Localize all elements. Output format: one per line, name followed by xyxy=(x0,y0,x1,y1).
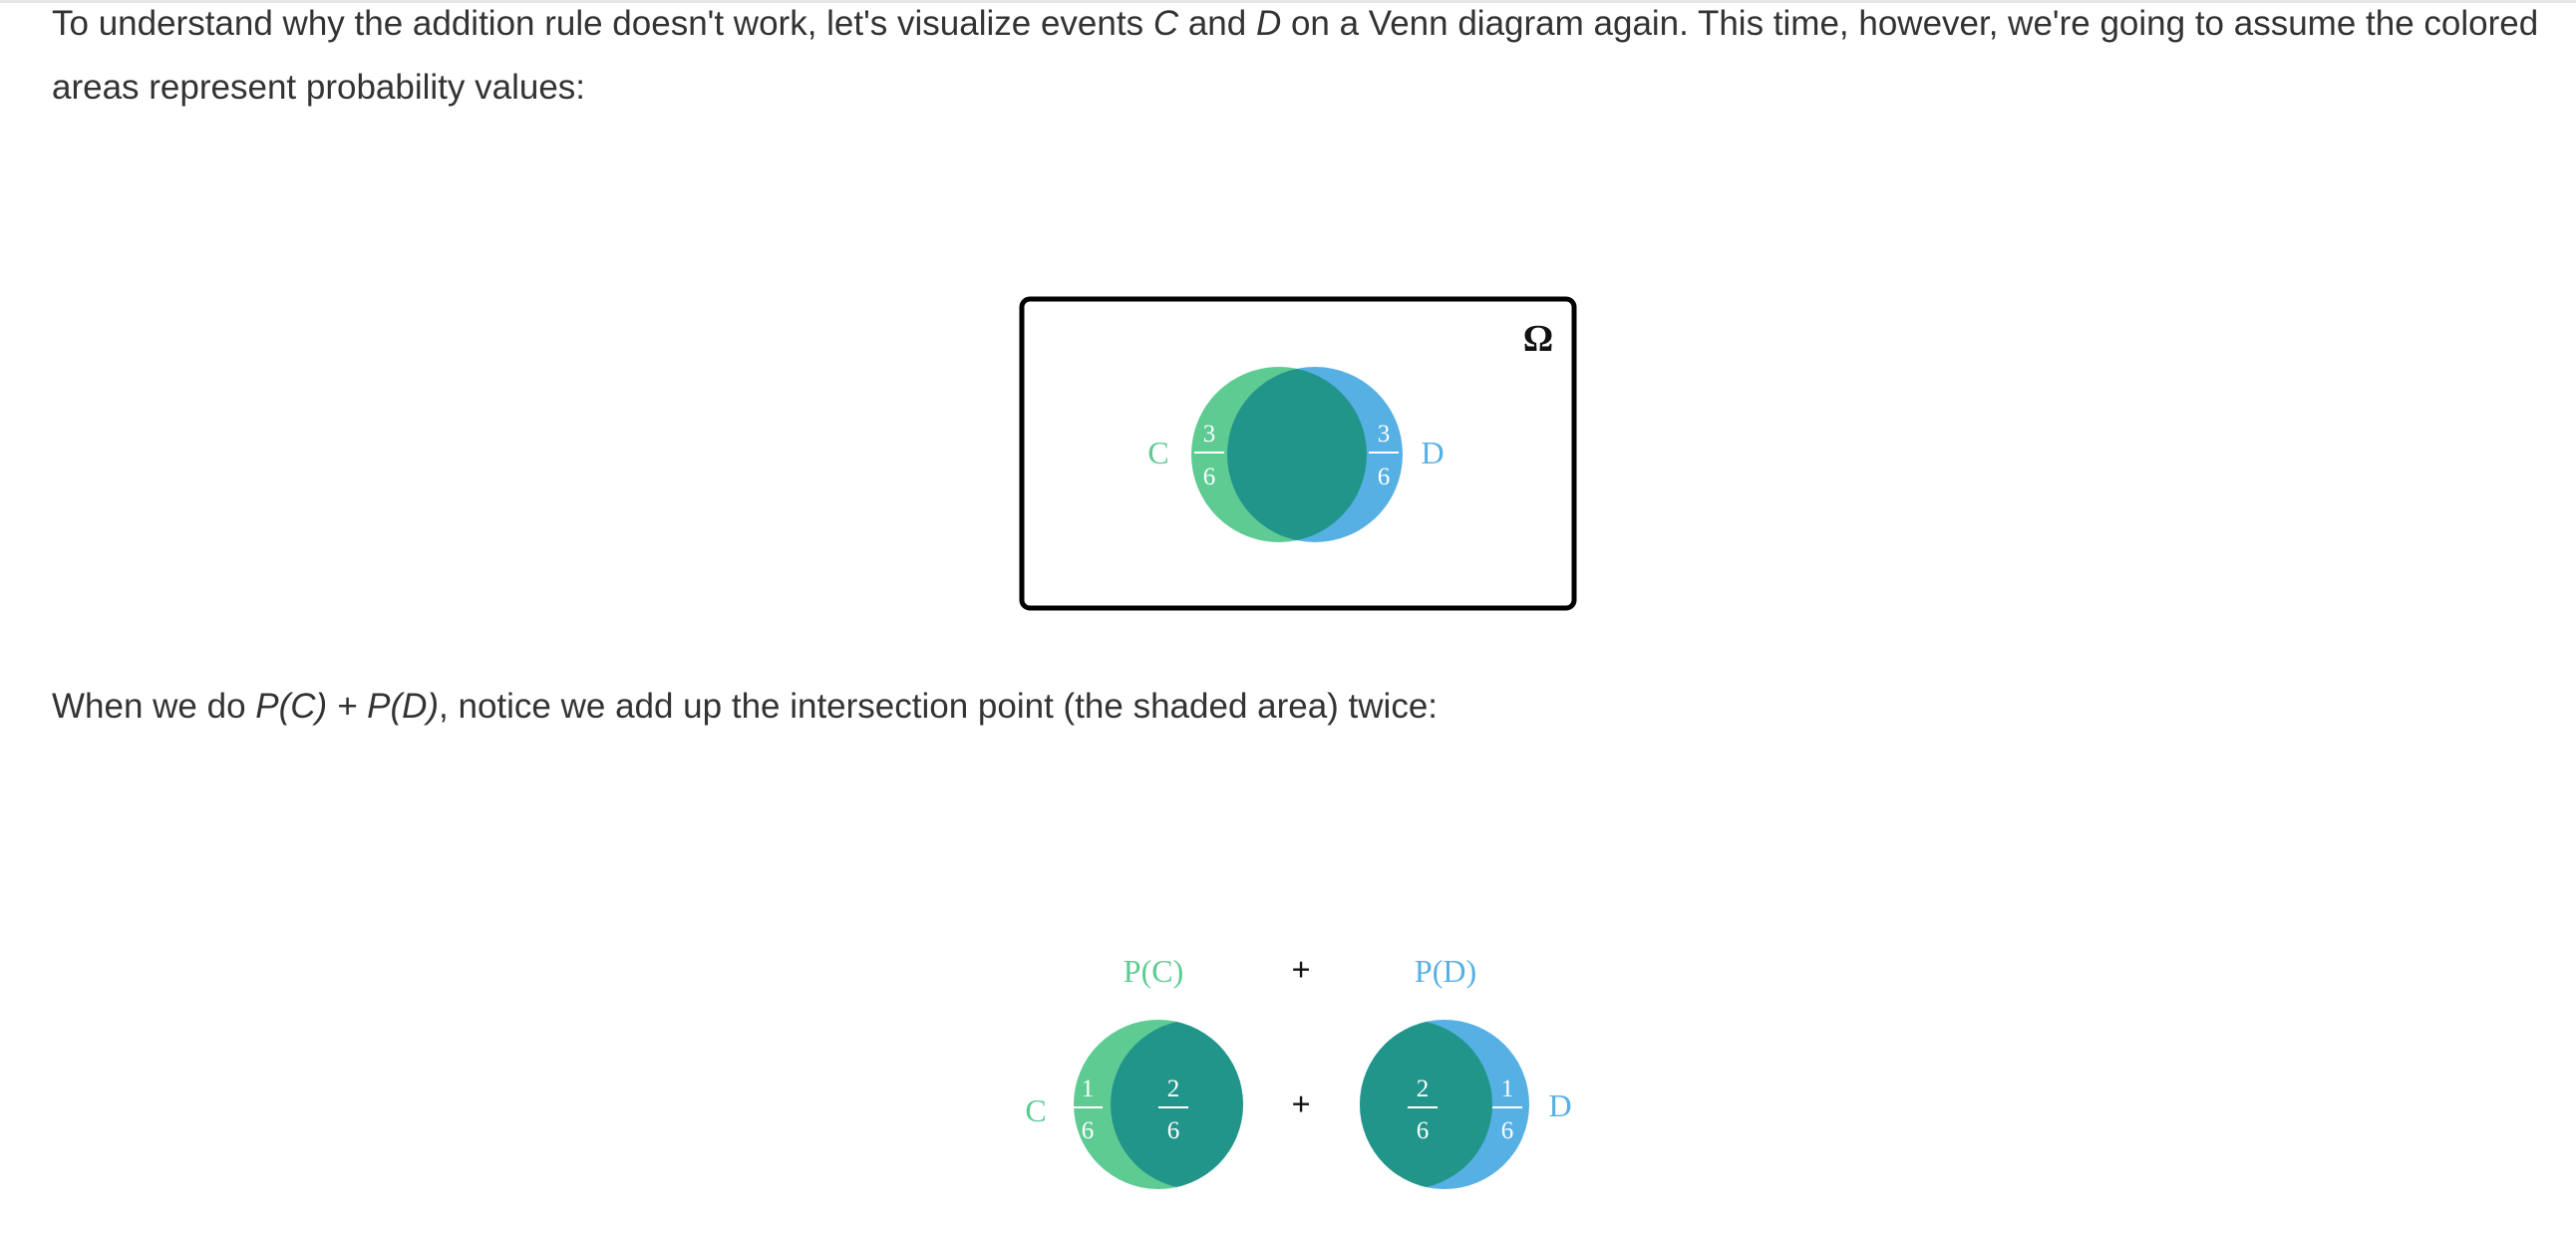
event-c-text: C xyxy=(1152,4,1179,43)
pc-set-c-label: C xyxy=(1025,1092,1046,1128)
plus-middle: + xyxy=(1291,1086,1310,1123)
pc-c-only-denominator: 6 xyxy=(1082,1117,1095,1144)
set-d-label: D xyxy=(1421,435,1444,470)
event-d-text: D xyxy=(1255,4,1282,43)
top-divider xyxy=(0,0,2576,3)
pd-intersection-denominator: 6 xyxy=(1417,1117,1430,1144)
pc-label: P(C) xyxy=(1124,953,1183,989)
set-c-label: C xyxy=(1147,435,1168,470)
paragraph-text: When we do xyxy=(52,687,256,726)
d-only-denominator: 6 xyxy=(1378,464,1391,490)
d-only-numerator: 3 xyxy=(1378,421,1391,448)
pc-intersection-numerator: 2 xyxy=(1167,1076,1180,1102)
pc-intersection-denominator: 6 xyxy=(1167,1117,1180,1144)
pc-c-only-numerator: 1 xyxy=(1082,1076,1095,1102)
addition-paragraph: When we do P(C) + P(D), notice we add up… xyxy=(52,675,2544,739)
paragraph-text: , notice we add up the intersection poin… xyxy=(439,687,1439,726)
intro-paragraph: To understand why the addition rule does… xyxy=(52,0,2544,120)
pd-d-only-denominator: 6 xyxy=(1501,1117,1514,1144)
omega-label: Ω xyxy=(1523,318,1553,360)
pc-intersection-region xyxy=(1111,1020,1243,1189)
pd-intersection-numerator: 2 xyxy=(1417,1076,1430,1102)
pd-d-only-numerator: 1 xyxy=(1501,1076,1514,1102)
c-only-denominator: 6 xyxy=(1203,464,1216,490)
c-only-numerator: 3 xyxy=(1203,421,1216,448)
pd-set-d-label: D xyxy=(1548,1087,1571,1123)
paragraph-text: on a Venn diagram again. This time, howe… xyxy=(52,4,2539,107)
pd-intersection-region xyxy=(1360,1020,1492,1189)
paragraph-text: and xyxy=(1178,4,1256,43)
paragraph-text: To understand why the addition rule does… xyxy=(52,4,1153,43)
pd-label: P(D) xyxy=(1415,953,1476,989)
plus-top: + xyxy=(1291,952,1310,989)
expression-text: P(C) + P(D) xyxy=(255,687,440,726)
